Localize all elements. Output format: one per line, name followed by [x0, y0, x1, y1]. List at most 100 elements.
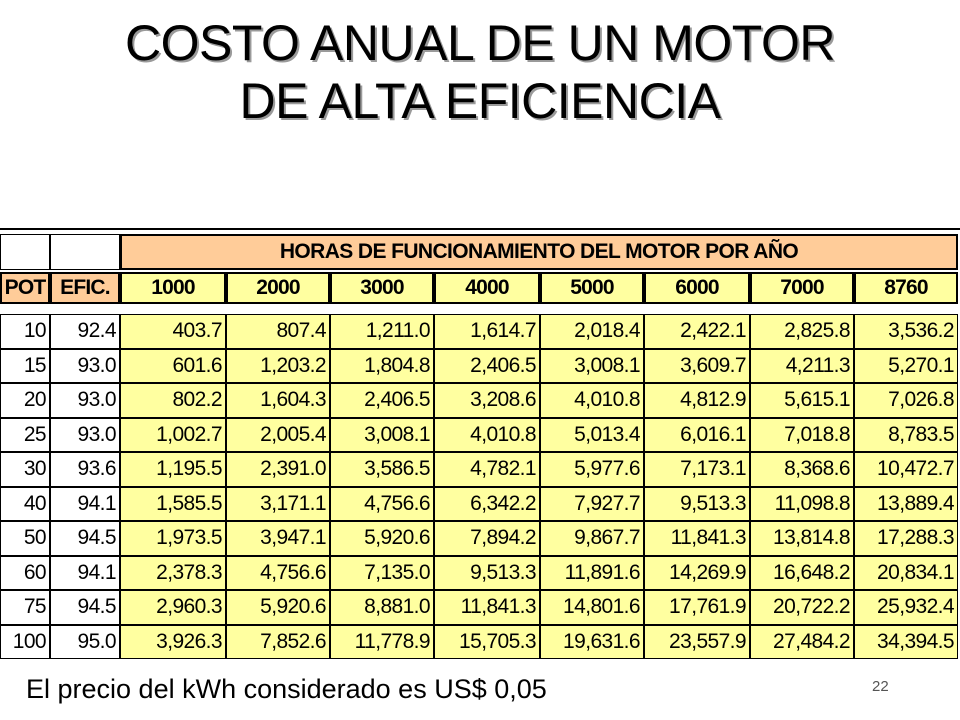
cell-annual-cost: 34,394.5: [854, 624, 958, 659]
cell-efic: 94.5: [50, 521, 120, 556]
column-header-hours: 4000: [434, 272, 540, 304]
column-header-hours: 6000: [644, 272, 750, 304]
cell-efic: 93.0: [50, 417, 120, 452]
cell-annual-cost: 4,756.6: [226, 555, 330, 590]
cell-annual-cost: 25,932.4: [854, 590, 958, 625]
cell-pot: 30: [0, 452, 50, 487]
cell-annual-cost: 5,270.1: [854, 348, 958, 383]
column-header-hours: 1000: [120, 272, 226, 304]
cell-annual-cost: 7,018.8: [750, 417, 854, 452]
cell-annual-cost: 4,010.8: [540, 383, 644, 418]
column-header-hours: 8760: [854, 272, 958, 304]
cell-annual-cost: 5,977.6: [540, 452, 644, 487]
cell-efic: 95.0: [50, 624, 120, 659]
cell-efic: 93.0: [50, 383, 120, 418]
cell-annual-cost: 14,269.9: [644, 555, 750, 590]
cell-annual-cost: 1,203.2: [226, 348, 330, 383]
cell-annual-cost: 3,947.1: [226, 521, 330, 556]
cell-annual-cost: 6,342.2: [434, 486, 540, 521]
cell-pot: 75: [0, 590, 50, 625]
cell-efic: 93.6: [50, 452, 120, 487]
title-line-1: COSTO ANUAL DE UN MOTOR: [125, 15, 835, 71]
cell-annual-cost: 2,825.8: [750, 314, 854, 349]
cell-annual-cost: 1,973.5: [120, 521, 226, 556]
cell-annual-cost: 23,557.9: [644, 624, 750, 659]
cell-annual-cost: 2,422.1: [644, 314, 750, 349]
cell-annual-cost: 4,782.1: [434, 452, 540, 487]
cell-annual-cost: 7,026.8: [854, 383, 958, 418]
cell-annual-cost: 16,648.2: [750, 555, 854, 590]
cell-annual-cost: 2,005.4: [226, 417, 330, 452]
cell-annual-cost: 4,812.9: [644, 383, 750, 418]
column-header-hours: 5000: [540, 272, 644, 304]
cell-annual-cost: 1,604.3: [226, 383, 330, 418]
cell-annual-cost: 1,585.5: [120, 486, 226, 521]
cost-table: HORAS DE FUNCIONAMIENTO DEL MOTOR POR AÑ…: [0, 230, 960, 660]
cell-annual-cost: 3,609.7: [644, 348, 750, 383]
column-header-efic: EFIC.: [50, 272, 120, 304]
cell-annual-cost: 17,288.3: [854, 521, 958, 556]
cell-annual-cost: 7,173.1: [644, 452, 750, 487]
cell-annual-cost: 3,208.6: [434, 383, 540, 418]
cell-pot: 100: [0, 624, 50, 659]
cell-annual-cost: 8,368.6: [750, 452, 854, 487]
title-line-2: DE ALTA EFICIENCIA: [239, 73, 721, 129]
cell-efic: 94.1: [50, 486, 120, 521]
cell-annual-cost: 403.7: [120, 314, 226, 349]
cell-annual-cost: 11,891.6: [540, 555, 644, 590]
slide-title: COSTO ANUAL DE UN MOTOR DE ALTA EFICIENC…: [0, 14, 960, 130]
cell-annual-cost: 8,881.0: [330, 590, 434, 625]
cell-annual-cost: 9,867.7: [540, 521, 644, 556]
cell-annual-cost: 3,008.1: [330, 417, 434, 452]
cell-efic: 94.1: [50, 555, 120, 590]
cell-annual-cost: 5,615.1: [750, 383, 854, 418]
cell-annual-cost: 11,841.3: [434, 590, 540, 625]
cell-annual-cost: 3,171.1: [226, 486, 330, 521]
cell-annual-cost: 5,920.6: [226, 590, 330, 625]
cell-annual-cost: 13,814.8: [750, 521, 854, 556]
cell-annual-cost: 11,098.8: [750, 486, 854, 521]
cell-efic: 93.0: [50, 348, 120, 383]
cell-annual-cost: 802.2: [120, 383, 226, 418]
cell-annual-cost: 13,889.4: [854, 486, 958, 521]
table-top-rule: [0, 228, 960, 230]
hours-group-header: HORAS DE FUNCIONAMIENTO DEL MOTOR POR AÑ…: [120, 234, 958, 270]
cell-annual-cost: 19,631.6: [540, 624, 644, 659]
cell-annual-cost: 2,018.4: [540, 314, 644, 349]
cell-annual-cost: 6,016.1: [644, 417, 750, 452]
cell-pot: 40: [0, 486, 50, 521]
blank-cell-pot: [0, 234, 50, 270]
cell-annual-cost: 2,406.5: [434, 348, 540, 383]
cell-annual-cost: 3,008.1: [540, 348, 644, 383]
cell-annual-cost: 601.6: [120, 348, 226, 383]
cell-annual-cost: 9,513.3: [434, 555, 540, 590]
page-number: 22: [872, 678, 889, 695]
column-header-hours: 3000: [330, 272, 434, 304]
cell-annual-cost: 3,586.5: [330, 452, 434, 487]
cell-pot: 50: [0, 521, 50, 556]
cell-annual-cost: 3,926.3: [120, 624, 226, 659]
cell-pot: 15: [0, 348, 50, 383]
cell-annual-cost: 1,002.7: [120, 417, 226, 452]
cell-annual-cost: 7,927.7: [540, 486, 644, 521]
cell-annual-cost: 2,391.0: [226, 452, 330, 487]
cell-annual-cost: 7,135.0: [330, 555, 434, 590]
cell-annual-cost: 3,536.2: [854, 314, 958, 349]
cell-pot: 60: [0, 555, 50, 590]
cell-annual-cost: 2,378.3: [120, 555, 226, 590]
cell-annual-cost: 8,783.5: [854, 417, 958, 452]
cell-pot: 10: [0, 314, 50, 349]
cell-annual-cost: 1,211.0: [330, 314, 434, 349]
cell-annual-cost: 5,920.6: [330, 521, 434, 556]
cell-annual-cost: 2,960.3: [120, 590, 226, 625]
column-header-hours: 2000: [226, 272, 330, 304]
cell-efic: 92.4: [50, 314, 120, 349]
blank-cell-efic: [50, 234, 120, 270]
cell-annual-cost: 17,761.9: [644, 590, 750, 625]
cell-annual-cost: 4,010.8: [434, 417, 540, 452]
cell-efic: 94.5: [50, 590, 120, 625]
cell-annual-cost: 2,406.5: [330, 383, 434, 418]
column-header-hours: 7000: [750, 272, 854, 304]
cell-annual-cost: 807.4: [226, 314, 330, 349]
footer-note: El precio del kWh considerado es US$ 0,0…: [26, 674, 547, 704]
